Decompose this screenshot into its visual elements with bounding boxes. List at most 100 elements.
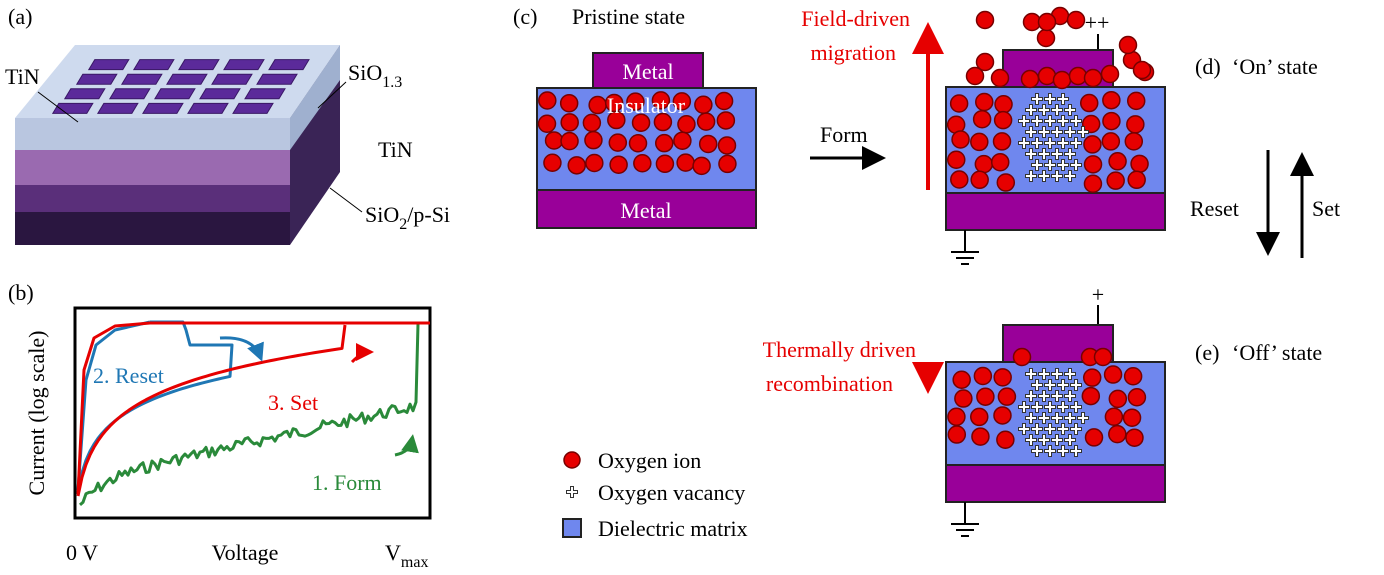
pad — [155, 89, 195, 99]
oxygen-ion — [1131, 155, 1148, 172]
oxygen-ion — [1085, 156, 1102, 173]
stack-illustration — [15, 45, 340, 245]
panel-title: ‘On’ state — [1232, 54, 1318, 79]
bias-label: + — [1092, 282, 1104, 307]
oxygen-ion — [1083, 115, 1100, 132]
oxygen-ion — [1126, 429, 1143, 446]
oxygen-ion — [1084, 136, 1101, 153]
oxygen-ion — [585, 132, 602, 149]
oxygen-ion — [1085, 70, 1102, 87]
ground — [951, 502, 979, 536]
oxygen-ion — [589, 97, 606, 114]
oxygen-ion — [997, 431, 1014, 448]
annotation: Field-driven — [801, 6, 910, 31]
pad — [77, 74, 117, 84]
oxygen-ion — [1039, 14, 1056, 31]
oxygen-ion — [977, 12, 994, 29]
oxygen-ion — [955, 390, 972, 407]
legend-entry: Dielectric matrix — [598, 516, 748, 541]
oxygen-ion — [951, 171, 968, 188]
oxygen-ion — [674, 132, 691, 149]
oxygen-ion — [1127, 116, 1144, 133]
layer-label: Insulator — [607, 93, 686, 118]
oxygen-ion — [544, 154, 561, 171]
oxygen-ion — [1095, 349, 1112, 366]
legend-entry: Oxygen ion — [598, 448, 701, 473]
oxygen-ion — [952, 131, 969, 148]
oxygen-ion — [974, 111, 991, 128]
oxygen-ion — [994, 133, 1011, 150]
oxygen-ion — [656, 155, 673, 172]
oxygen-ion — [1120, 37, 1137, 54]
oxygen-ion — [609, 134, 626, 151]
legend: Oxygen ion Oxygen vacancy Dielectric mat… — [563, 448, 748, 541]
label-text: SiO — [365, 202, 399, 227]
transition-label: Set — [1312, 196, 1340, 221]
oxygen-ion — [971, 171, 988, 188]
pad — [245, 89, 285, 99]
oxygen-ion — [568, 157, 585, 174]
pad — [143, 103, 183, 113]
oxygen-ion — [1102, 133, 1119, 150]
pad — [89, 60, 129, 70]
oxygen-ion — [1084, 369, 1101, 386]
oxygen-ion — [698, 113, 715, 130]
pad — [179, 60, 219, 70]
oxygen-ion — [677, 154, 694, 171]
pad — [224, 60, 264, 70]
oxygen-ion — [539, 92, 556, 109]
oxygen-ion — [1084, 175, 1101, 192]
oxygen-ion — [718, 137, 735, 154]
label-subscript: max — [401, 554, 429, 571]
pad — [98, 103, 138, 113]
oxygen-ion — [586, 154, 603, 171]
layer-label: Metal — [622, 59, 673, 84]
oxygen-ion — [716, 92, 733, 109]
panel-title: Pristine state — [572, 4, 685, 29]
pad — [200, 89, 240, 99]
oxygen-ion — [971, 133, 988, 150]
oxygen-ion — [693, 157, 710, 174]
x-tick-label: 0 V — [66, 540, 98, 565]
oxygen-ion — [953, 371, 970, 388]
pad — [122, 74, 162, 84]
oxygen-ion — [1128, 92, 1145, 109]
label: SiO1.3 — [348, 60, 402, 91]
oxygen-ion — [992, 70, 1009, 87]
annotation: recombination — [766, 371, 893, 396]
oxygen-ion — [1082, 388, 1099, 405]
legend-swatch — [563, 519, 581, 537]
legend-entry: Oxygen vacancy — [598, 480, 745, 505]
ground — [951, 230, 979, 264]
x-tick-label: Vmax — [385, 540, 428, 571]
pad — [233, 103, 273, 113]
oxygen-ion — [972, 428, 989, 445]
oxygen-ion — [1086, 429, 1103, 446]
y-axis-title: Current (log scale) — [24, 331, 49, 496]
arrow — [395, 440, 412, 455]
label-subscript: 2 — [399, 216, 407, 233]
oxygen-ion — [967, 68, 984, 85]
oxygen-ion — [1125, 133, 1142, 150]
bottom-metal — [946, 465, 1165, 502]
panel-label: (c) — [513, 4, 537, 29]
pad — [53, 103, 93, 113]
oxygen-ion — [1038, 30, 1055, 47]
oxygen-ion — [678, 116, 695, 133]
label-text: /p-Si — [407, 202, 450, 227]
oxygen-ion — [1081, 95, 1098, 112]
pad — [269, 60, 309, 70]
tin-front — [15, 150, 290, 185]
oxygen-ion — [998, 388, 1015, 405]
oxygen-ion — [997, 174, 1014, 191]
pad — [65, 89, 105, 99]
arrow — [220, 338, 260, 356]
oxygen-ion — [719, 155, 736, 172]
oxygen-ion — [1128, 171, 1145, 188]
oxygen-ion — [1109, 426, 1126, 443]
oxygen-ion — [948, 408, 965, 425]
arrow — [352, 352, 368, 362]
oxygen-ion — [717, 112, 734, 129]
oxygen-ion — [1105, 366, 1122, 383]
oxygen-ion — [1102, 66, 1119, 83]
